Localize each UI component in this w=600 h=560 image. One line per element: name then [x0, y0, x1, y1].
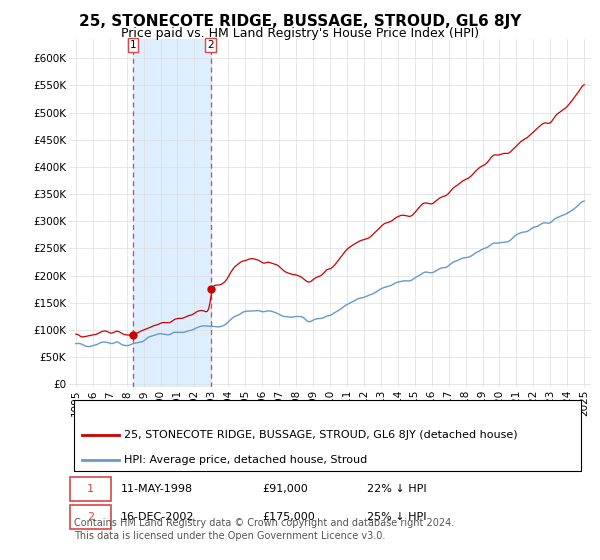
Text: £91,000: £91,000 — [262, 484, 308, 494]
Text: 25, STONECOTE RIDGE, BUSSAGE, STROUD, GL6 8JY: 25, STONECOTE RIDGE, BUSSAGE, STROUD, GL… — [79, 14, 521, 29]
Text: 16-DEC-2002: 16-DEC-2002 — [121, 512, 194, 522]
Text: 11-MAY-1998: 11-MAY-1998 — [121, 484, 193, 494]
Text: Contains HM Land Registry data © Crown copyright and database right 2024.
This d: Contains HM Land Registry data © Crown c… — [74, 517, 454, 541]
Text: 2: 2 — [208, 40, 214, 50]
Text: 25, STONECOTE RIDGE, BUSSAGE, STROUD, GL6 8JY (detached house): 25, STONECOTE RIDGE, BUSSAGE, STROUD, GL… — [124, 430, 517, 440]
Text: 1: 1 — [130, 40, 136, 50]
Text: 2: 2 — [87, 512, 94, 522]
Text: HPI: Average price, detached house, Stroud: HPI: Average price, detached house, Stro… — [124, 455, 367, 465]
FancyBboxPatch shape — [70, 505, 111, 529]
FancyBboxPatch shape — [70, 478, 111, 501]
Text: 25% ↓ HPI: 25% ↓ HPI — [367, 512, 426, 522]
Bar — [133, 39, 211, 387]
Bar — [74, 400, 581, 471]
Text: £175,000: £175,000 — [262, 512, 315, 522]
Text: 22% ↓ HPI: 22% ↓ HPI — [367, 484, 426, 494]
Text: Price paid vs. HM Land Registry's House Price Index (HPI): Price paid vs. HM Land Registry's House … — [121, 27, 479, 40]
Text: 1: 1 — [87, 484, 94, 494]
